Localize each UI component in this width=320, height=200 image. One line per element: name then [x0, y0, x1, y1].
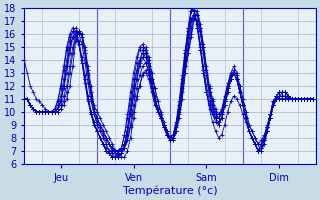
X-axis label: Température (°c): Température (°c) [123, 185, 217, 196]
